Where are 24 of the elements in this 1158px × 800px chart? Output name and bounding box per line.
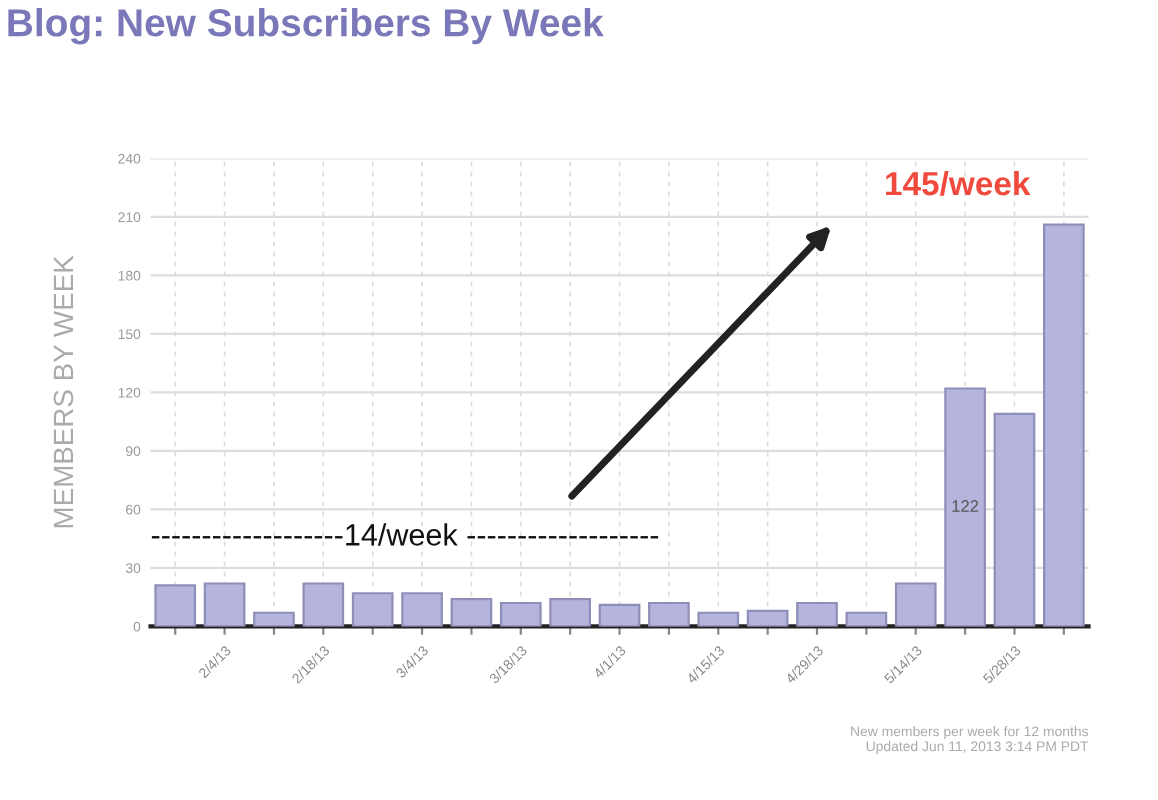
bar	[450, 597, 493, 627]
bar	[351, 592, 394, 627]
annotation: 145/week	[886, 170, 1031, 196]
bar	[253, 611, 295, 627]
bar	[154, 584, 197, 627]
annotation: -------------------14/week -------------------	[151, 523, 659, 546]
bar	[894, 582, 937, 627]
data-label: 122	[952, 500, 979, 512]
bar	[648, 601, 690, 627]
y-axis-title: MEMBERS BY WEEK	[53, 255, 74, 528]
bar	[203, 582, 246, 627]
bar	[845, 611, 888, 627]
bar	[993, 412, 1036, 627]
bar	[796, 601, 838, 627]
bar	[499, 601, 542, 627]
bar	[401, 592, 443, 627]
bar	[302, 582, 345, 627]
bar	[598, 603, 641, 627]
bar	[944, 387, 986, 627]
bar	[746, 609, 789, 627]
chart-title: Blog: New Subscribers By Week	[8, 8, 604, 45]
bar	[697, 611, 740, 627]
bar	[1042, 223, 1085, 627]
bar	[549, 597, 592, 627]
